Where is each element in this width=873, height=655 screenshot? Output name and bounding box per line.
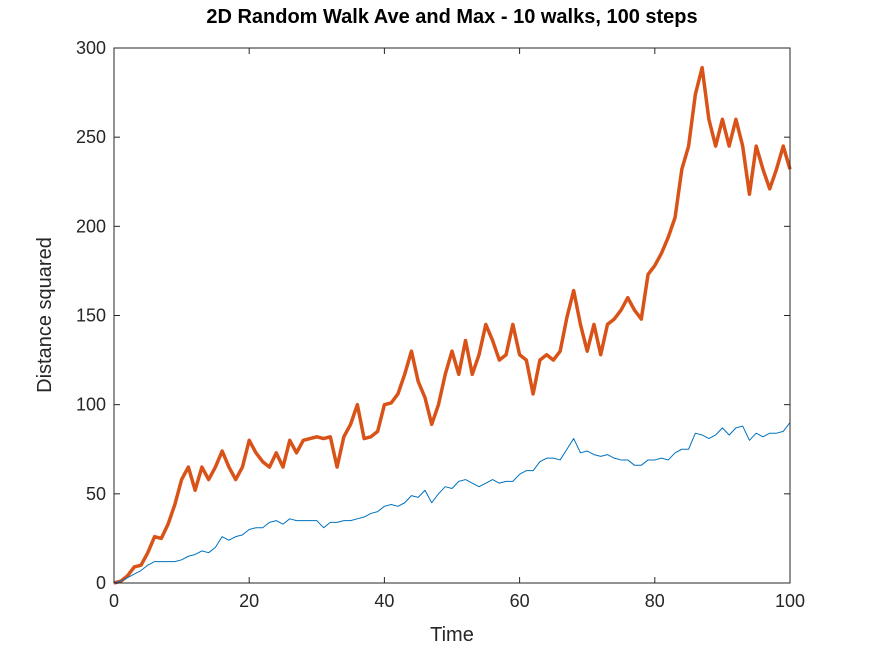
y-tick-label: 200 (76, 216, 106, 236)
series-line-average (113, 422, 791, 584)
y-tick-label: 50 (86, 484, 106, 504)
x-axis: 0 20 40 60 80 100 (109, 48, 805, 611)
x-tick-label: 0 (109, 591, 119, 611)
y-axis-label: Distance squared (34, 237, 56, 393)
x-tick-label: 100 (775, 591, 805, 611)
y-tick-label: 0 (96, 573, 106, 593)
y-tick-label: 150 (76, 306, 106, 326)
x-axis-label: Time (430, 624, 474, 646)
x-tick-label: 20 (239, 591, 259, 611)
y-tick-label: 100 (76, 395, 106, 415)
chart-title: 2D Random Walk Ave and Max - 10 walks, 1… (206, 6, 697, 28)
x-tick-label: 80 (645, 591, 665, 611)
series-line-max (113, 65, 792, 585)
y-axis: 0 50 100 150 200 250 300 (76, 38, 790, 593)
plot-series (113, 65, 792, 585)
x-tick-label: 60 (510, 591, 530, 611)
x-tick-label: 40 (374, 591, 394, 611)
y-tick-label: 250 (76, 127, 106, 147)
y-tick-label: 300 (76, 38, 106, 58)
plot-frame (113, 47, 791, 584)
